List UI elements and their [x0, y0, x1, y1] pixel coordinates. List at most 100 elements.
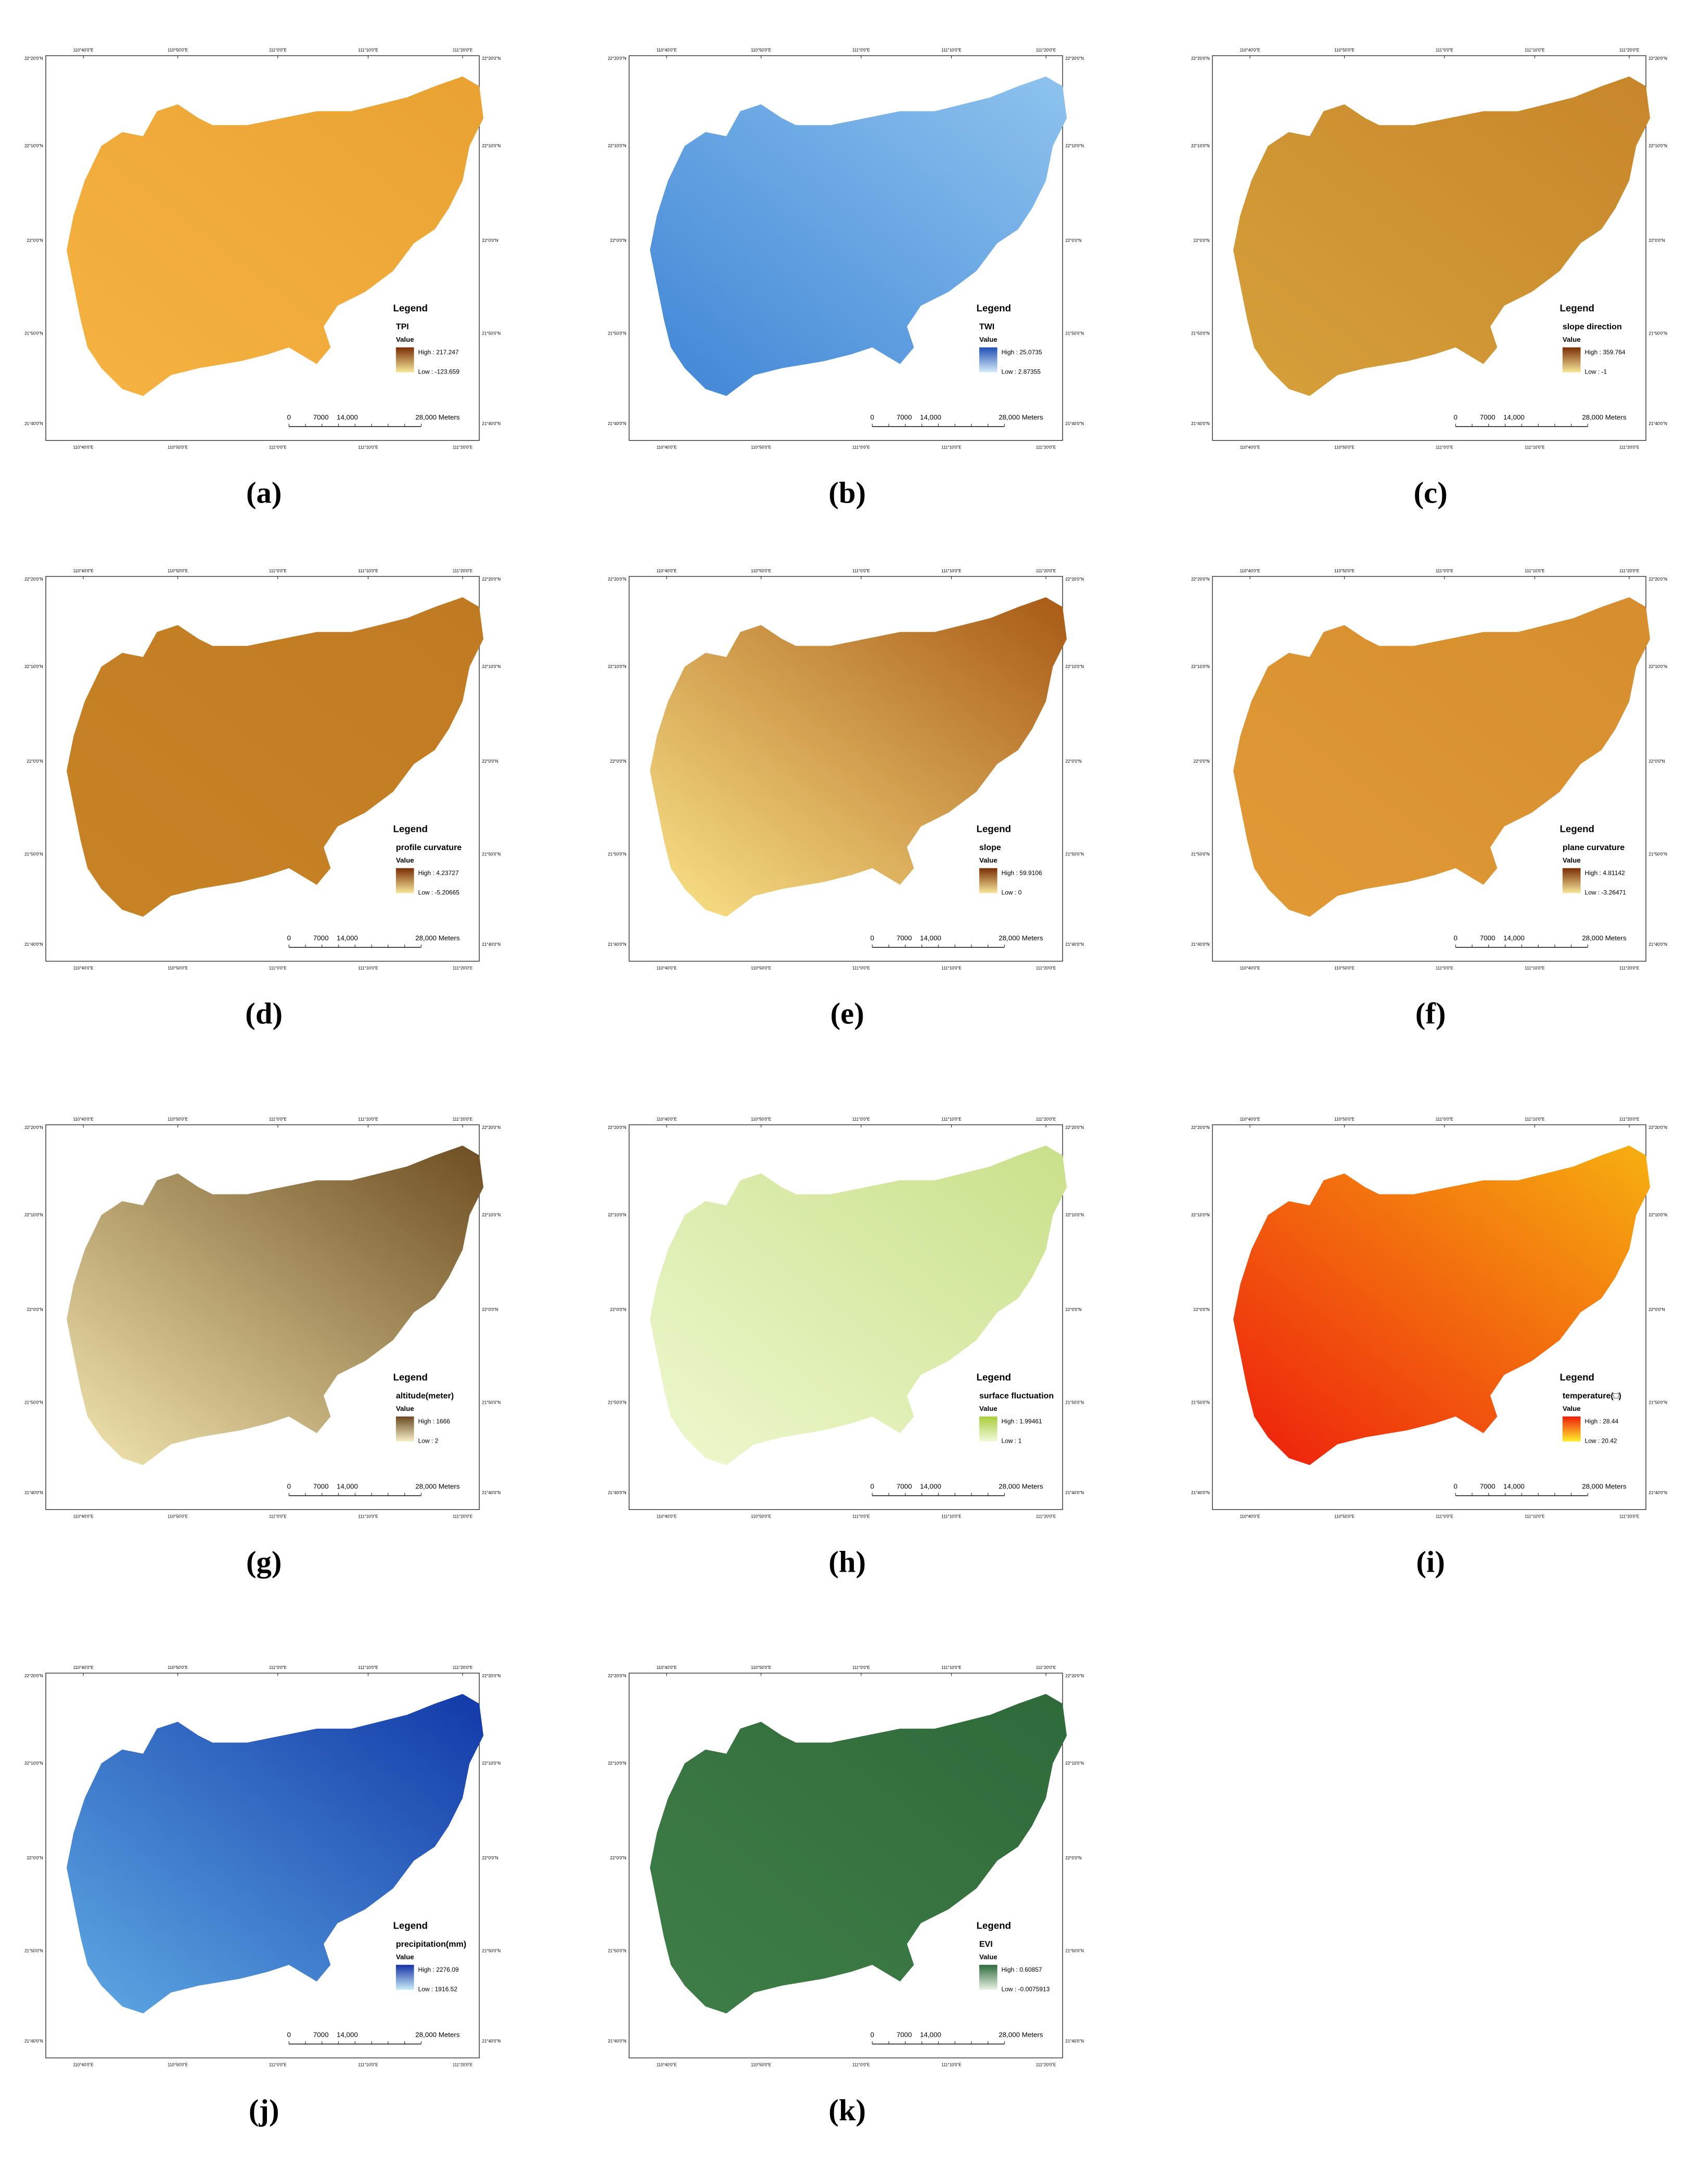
lat-label: 22°10'0"N	[482, 1213, 501, 1217]
scale-label: 14,000	[920, 934, 941, 942]
legend-high: High : 0.60857	[1002, 1966, 1042, 1973]
study-area	[650, 1146, 1067, 1466]
lat-label: 22°20'0"N	[608, 1674, 627, 1678]
lon-label: 111°20'0"E	[453, 1117, 472, 1122]
caption: (a)	[246, 476, 282, 510]
scale-label: 0	[1454, 934, 1458, 942]
scale-label: 0	[287, 2031, 291, 2039]
caption: (b)	[828, 476, 866, 510]
lon-label: 111°10'0"E	[941, 1665, 961, 1670]
lat-label: 21°50'0"N	[608, 852, 627, 857]
lon-label: 111°0'0"E	[852, 445, 870, 450]
scale-label: 7000	[1480, 414, 1496, 421]
lat-label: 22°0'0"N	[1648, 238, 1665, 243]
map-panel: 110°40'0"E 110°40'0"E 110°50'0"E 110°50'0"E…	[24, 1665, 501, 2127]
map-panel: 110°40'0"E 110°40'0"E 110°50'0"E 110°50'0"E…	[608, 1117, 1084, 1579]
legend-high: High : 1666	[418, 1418, 451, 1425]
lat-label: 21°50'0"N	[482, 1949, 501, 1954]
study-area	[1233, 1146, 1651, 1466]
legend-ramp	[979, 868, 998, 893]
lat-label: 21°50'0"N	[608, 331, 627, 336]
lon-label: 110°40'0"E	[73, 1117, 94, 1122]
lat-label: 22°0'0"N	[610, 1307, 627, 1312]
lat-label: 21°50'0"N	[482, 331, 501, 336]
study-area	[67, 1146, 484, 1466]
scale-label: 28,000 Meters	[999, 2031, 1043, 2039]
lon-label: 110°40'0"E	[73, 966, 94, 971]
legend-ramp	[1562, 347, 1581, 372]
lat-label: 21°50'0"N	[482, 852, 501, 857]
legend-high: High : 1.99461	[1002, 1418, 1042, 1425]
lon-label: 110°40'0"E	[73, 48, 94, 53]
legend-value: Value	[979, 336, 998, 343]
lon-label: 110°50'0"E	[751, 445, 771, 450]
lon-label: 110°40'0"E	[657, 2063, 677, 2067]
scale-label: 14,000	[337, 2031, 358, 2039]
lon-label: 110°40'0"E	[73, 1665, 94, 1670]
legend-value: Value	[396, 1953, 414, 1961]
lon-label: 110°50'0"E	[751, 569, 771, 573]
lon-label: 111°10'0"E	[1525, 1117, 1544, 1122]
lat-label: 22°20'0"N	[24, 56, 43, 61]
lon-label: 111°0'0"E	[852, 966, 870, 971]
scale-label: 7000	[897, 2031, 912, 2039]
legend-title: Legend	[393, 1371, 428, 1382]
lon-label: 111°10'0"E	[941, 1117, 961, 1122]
caption: (k)	[828, 2093, 866, 2127]
lat-label: 22°20'0"N	[1648, 1125, 1667, 1130]
scale-label: 7000	[313, 414, 329, 421]
lat-label: 21°50'0"N	[608, 1949, 627, 1954]
lat-label: 22°20'0"N	[1065, 1674, 1084, 1678]
scale-label: 7000	[313, 2031, 329, 2039]
lat-label: 22°0'0"N	[482, 1307, 498, 1312]
scale-label: 7000	[313, 1483, 329, 1491]
lon-label: 111°20'0"E	[453, 445, 472, 450]
lon-label: 111°0'0"E	[1436, 569, 1453, 573]
lon-label: 110°40'0"E	[657, 1665, 677, 1670]
lon-label: 110°50'0"E	[168, 2063, 188, 2067]
lat-label: 21°40'0"N	[1065, 942, 1084, 947]
map-panel: 110°40'0"E 110°40'0"E 110°50'0"E 110°50'0"E…	[1191, 48, 1667, 510]
lon-label: 111°10'0"E	[941, 966, 961, 971]
lat-label: 22°0'0"N	[482, 1856, 498, 1860]
scale-label: 0	[1454, 414, 1458, 421]
lat-label: 22°10'0"N	[1065, 144, 1084, 148]
lat-label: 22°20'0"N	[1191, 1125, 1210, 1130]
scale-label: 28,000 Meters	[415, 934, 460, 942]
legend-ramp	[395, 868, 414, 893]
legend-low: Low : 0	[1002, 889, 1022, 896]
lon-label: 110°50'0"E	[1334, 569, 1354, 573]
lon-label: 111°0'0"E	[269, 48, 287, 53]
lon-label: 110°40'0"E	[73, 569, 94, 573]
lat-label: 22°20'0"N	[1648, 577, 1667, 582]
scale-label: 14,000	[920, 414, 941, 421]
legend-ramp	[979, 347, 998, 372]
lon-label: 110°40'0"E	[73, 2063, 94, 2067]
lon-label: 111°20'0"E	[453, 569, 472, 573]
lat-label: 21°50'0"N	[1065, 1949, 1084, 1954]
lat-label: 22°10'0"N	[1191, 1213, 1210, 1217]
legend-high: High : 359.764	[1585, 349, 1626, 356]
lon-label: 111°20'0"E	[1619, 445, 1639, 450]
caption: (i)	[1416, 1545, 1445, 1579]
lat-label: 22°20'0"N	[1065, 577, 1084, 582]
legend-title: Legend	[1560, 1371, 1594, 1382]
lat-label: 21°40'0"N	[1065, 2039, 1084, 2044]
lon-label: 110°50'0"E	[1334, 1117, 1354, 1122]
scale-label: 28,000 Meters	[415, 414, 460, 421]
study-area	[67, 76, 484, 396]
lat-label: 21°50'0"N	[1065, 852, 1084, 857]
lat-label: 22°10'0"N	[1648, 1213, 1667, 1217]
legend-value: Value	[979, 1405, 998, 1412]
legend-low: Low : -123.659	[418, 368, 460, 375]
study-area	[67, 597, 484, 917]
lat-label: 22°0'0"N	[27, 238, 43, 243]
lon-label: 110°50'0"E	[1334, 445, 1354, 450]
lat-label: 21°40'0"N	[1065, 1491, 1084, 1495]
lon-label: 111°0'0"E	[269, 1117, 287, 1122]
lat-label: 22°0'0"N	[1065, 238, 1081, 243]
lat-label: 22°10'0"N	[482, 664, 501, 669]
lat-label: 21°40'0"N	[608, 421, 627, 426]
lat-label: 22°10'0"N	[1065, 1761, 1084, 1766]
lon-label: 111°10'0"E	[358, 569, 378, 573]
